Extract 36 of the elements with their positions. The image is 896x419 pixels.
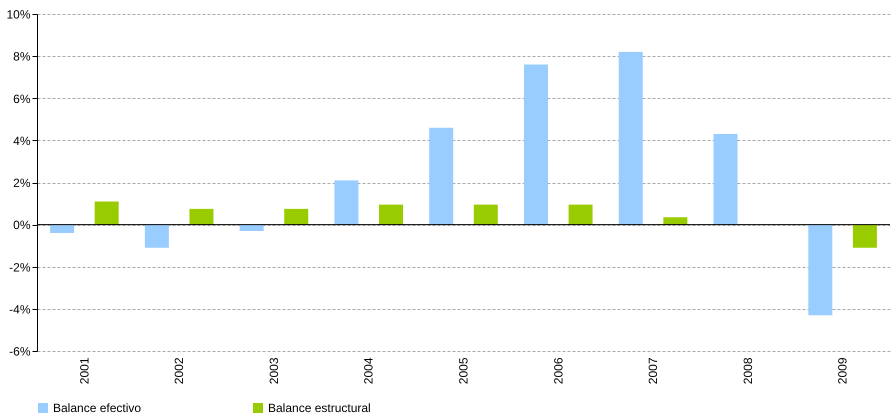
x-tick-label: 2006 <box>551 357 566 384</box>
x-tick-label: 2009 <box>836 357 850 384</box>
legend-label: Balance estructural <box>268 401 371 415</box>
bar <box>808 224 832 316</box>
y-tick-label: -6% <box>9 344 31 358</box>
bar <box>379 204 404 225</box>
x-tick-label: 2005 <box>456 357 470 384</box>
bar <box>852 224 877 248</box>
bar <box>714 134 738 225</box>
y-tick-label: 8% <box>13 50 31 64</box>
x-tick-label: 2003 <box>266 357 281 384</box>
bar <box>50 224 74 234</box>
bar <box>240 224 264 231</box>
bar <box>568 204 593 225</box>
bar <box>189 208 214 225</box>
x-tick-label: 2007 <box>646 357 660 384</box>
x-tick-label: 2008 <box>740 357 755 384</box>
bar <box>524 64 548 225</box>
bar <box>429 128 454 225</box>
y-tick-label: -2% <box>9 260 31 274</box>
bar <box>334 180 358 225</box>
y-tick-label: 10% <box>6 8 31 22</box>
bar <box>284 208 308 225</box>
y-tick-label: 0% <box>13 218 31 232</box>
bar <box>474 204 498 225</box>
x-tick-label: 2004 <box>362 357 376 384</box>
bar <box>618 52 643 225</box>
y-tick-label: 4% <box>13 134 31 148</box>
y-tick-label: 2% <box>13 176 31 190</box>
y-tick-label: 6% <box>13 92 31 106</box>
bar <box>94 201 119 225</box>
x-tick-label: 2002 <box>172 357 186 384</box>
legend-label: Balance efectivo <box>53 401 142 415</box>
y-tick-label: -4% <box>9 302 31 316</box>
bar <box>144 224 169 248</box>
x-tick-label: 2001 <box>77 357 92 384</box>
